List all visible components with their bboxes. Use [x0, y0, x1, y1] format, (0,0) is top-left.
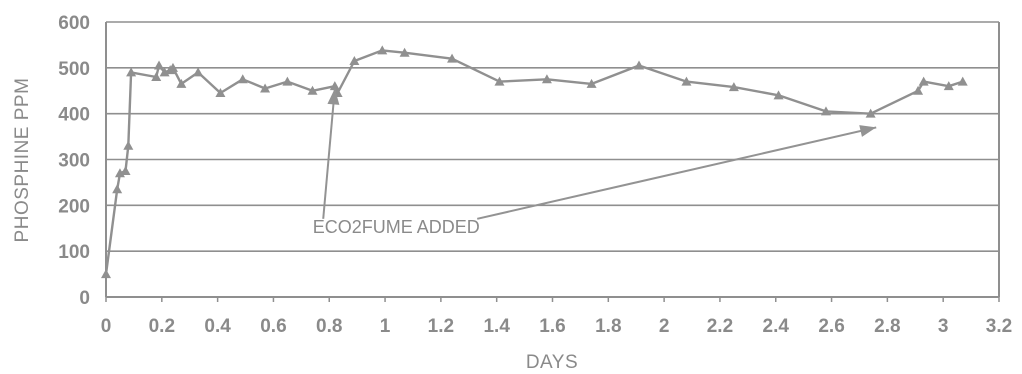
data-point-marker: [865, 108, 876, 118]
data-point-marker: [237, 74, 248, 84]
data-point-marker: [154, 60, 165, 70]
y-tick-label: 400: [58, 105, 90, 126]
y-tick-label: 100: [58, 242, 90, 263]
x-tick-label: 1.8: [595, 316, 621, 337]
data-point-marker: [728, 82, 739, 92]
data-point-marker: [494, 76, 505, 86]
y-tick-label: 300: [58, 151, 90, 172]
data-point-marker: [329, 81, 340, 91]
x-tick-label: 2: [659, 316, 670, 337]
data-point-marker: [447, 53, 458, 63]
x-tick-label: 2.6: [818, 316, 844, 337]
data-point-marker: [913, 85, 924, 95]
data-point-marker: [126, 67, 137, 77]
data-point-marker: [151, 72, 162, 81]
data-point-marker: [634, 60, 645, 70]
data-point-marker: [260, 83, 271, 93]
data-point-marker: [349, 55, 360, 65]
data-point-marker: [918, 76, 929, 86]
data-point-marker: [167, 62, 178, 72]
x-tick-label: 1.6: [539, 316, 565, 337]
data-point-marker: [123, 140, 134, 150]
data-point-marker: [586, 78, 597, 88]
x-tick-label: 0.4: [204, 316, 231, 337]
annotation-arrowhead: [327, 88, 340, 105]
data-point-marker: [101, 269, 111, 279]
x-tick-label: 2.2: [707, 316, 733, 337]
y-axis-label: PHOSPHINE PPM: [12, 78, 33, 243]
data-point-marker: [112, 184, 123, 194]
x-tick-label: 0: [101, 316, 112, 337]
x-tick-label: 0.8: [316, 316, 342, 337]
data-point-marker: [773, 90, 784, 100]
data-point-marker: [176, 78, 187, 88]
data-point-marker: [282, 76, 293, 86]
data-point-marker: [114, 168, 125, 178]
data-point-marker: [681, 76, 692, 86]
data-point-marker: [943, 81, 954, 91]
data-point-marker: [193, 67, 204, 77]
axes: [105, 22, 1000, 302]
data-point-marker: [399, 47, 410, 57]
x-tick-label: 0.6: [260, 316, 286, 337]
series-line: [104, 49, 964, 275]
annotation-arrow-shaft: [322, 88, 336, 219]
data-point-marker: [215, 88, 226, 98]
y-tick-label: 0: [79, 288, 90, 309]
x-tick-label: 0.2: [149, 316, 175, 337]
x-tick-label: 1.2: [428, 316, 454, 337]
annotation-layer: ECO2FUME ADDED: [313, 88, 877, 237]
data-point-marker: [307, 85, 318, 95]
x-tick-label: 3: [938, 316, 949, 337]
y-tick-label: 600: [58, 13, 90, 34]
y-tick-label: 500: [58, 59, 90, 80]
x-tick-label: 2.8: [874, 316, 900, 337]
x-tick-label: 2.4: [763, 316, 790, 337]
x-tick-label: 1.4: [483, 316, 510, 337]
annotation-label: ECO2FUME ADDED: [313, 217, 480, 237]
annotation-arrow-shaft: [477, 126, 877, 220]
data-point-marker: [541, 74, 552, 84]
data-point-marker: [120, 165, 131, 175]
data-point-marker: [820, 106, 831, 116]
data-point-marker: [377, 45, 388, 55]
data-point-marker: [159, 67, 170, 77]
data-point-marker: [957, 76, 968, 86]
y-tick-label: 200: [58, 196, 90, 217]
y-tick-labels: 0 100 200 300 400 500 600: [58, 13, 90, 309]
gridlines: [106, 21, 999, 252]
x-tick-label: 3.2: [986, 316, 1012, 337]
annotation-arrowhead: [859, 125, 877, 137]
x-tick-label: 1: [380, 316, 391, 337]
x-tick-labels: 0 0.2 0.4 0.6 0.8 1 1.2 1.4 1.6 1.8 2 2.2 2.4 2.6 2.8 3…: [101, 316, 1013, 337]
series-layer: [101, 45, 968, 279]
x-axis-label: DAYS: [526, 352, 578, 373]
